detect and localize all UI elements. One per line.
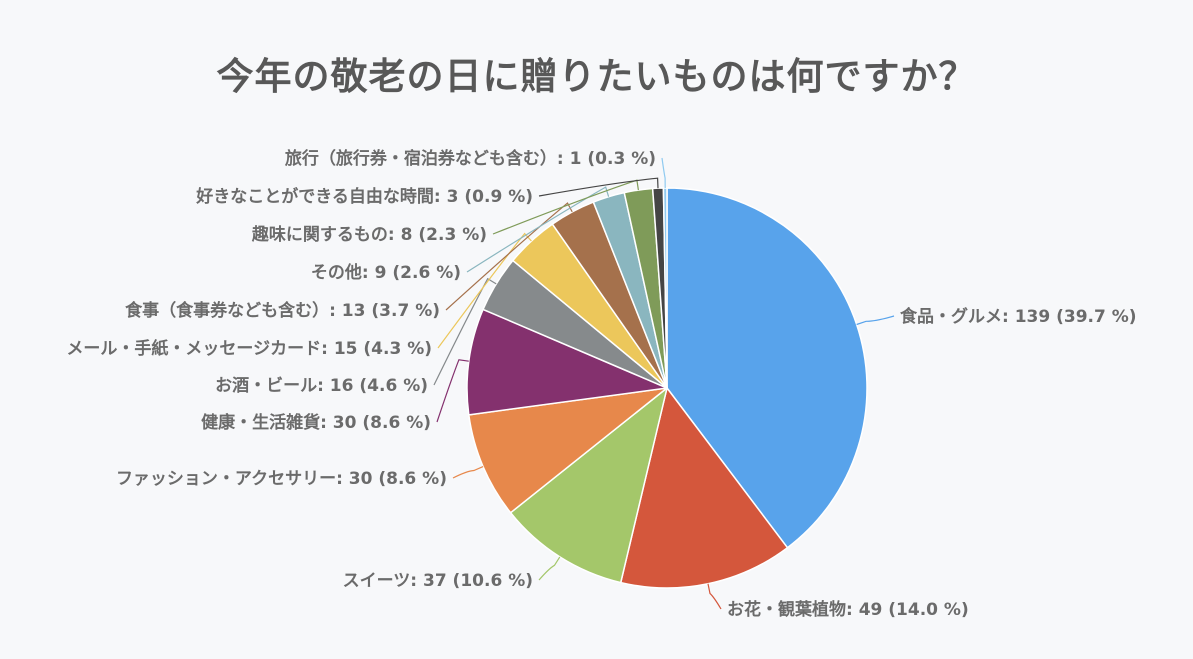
pie-slice[interactable] [666,187,868,549]
leader-line [466,186,610,273]
leader-line [856,315,895,326]
data-label: 健康・生活雑貨: 30 (8.6 %) [201,412,431,433]
chart-title: 今年の敬老の日に贈りたいものは何ですか？ [216,55,977,98]
pie-slice[interactable] [620,387,789,589]
leader-line [538,556,561,581]
data-label: お花・観葉植物: 49 (14.0 %) [727,599,969,620]
pie-slice[interactable] [509,387,668,584]
pie-slice[interactable] [466,308,668,416]
data-label: その他: 9 (2.6 %) [311,262,461,283]
leader-line [661,157,666,189]
data-label: メール・手紙・メッセージカード: 15 (4.3 %) [66,338,432,359]
pie-slice[interactable] [662,187,668,389]
data-label: お酒・ビール: 16 (4.6 %) [215,375,428,396]
data-label: 好きなことができる自由な時間: 3 (0.9 %) [195,186,533,207]
data-labels: 食品・グルメ: 139 (39.7 %) お花・観葉植物: 49 (14.0 %)… [66,148,1136,620]
data-label: ファッション・アクセサリー: 30 (8.6 %) [116,469,447,489]
leader-line [452,466,484,479]
data-label: 趣味に関するもの: 8 (2.3 %) [251,224,487,245]
leader-line [433,277,497,386]
data-label: 食事（食事券なども含む）: 13 (3.7 %) [125,300,440,321]
data-label: スイーツ: 37 (10.6 %) [343,571,533,591]
data-label: 旅行（旅行券・宿泊券なども含む）: 1 (0.3 %) [285,148,656,169]
leader-line [436,359,469,423]
leader-line [707,583,722,610]
data-label: 食品・グルメ: 139 (39.7 %) [900,306,1137,327]
leader-lines [433,157,895,610]
leader-line [492,179,639,235]
leader-line [538,177,659,197]
pie-slices [466,187,868,589]
